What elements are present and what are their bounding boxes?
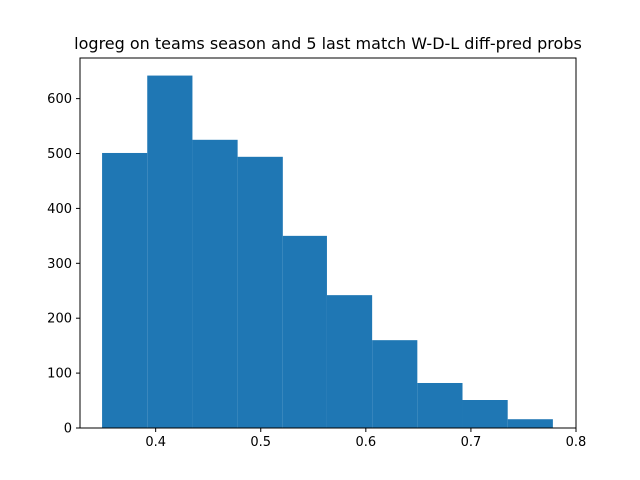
histogram-bar-3 [237,156,283,428]
histogram-bar-9 [507,419,553,428]
y-tick-label: 400 [47,202,72,217]
histogram-bar-1 [147,75,193,428]
histogram-bar-0 [102,152,148,428]
histogram-bar-4 [282,235,327,428]
bars-layer [102,75,553,429]
x-tick-label: 0.4 [145,435,166,450]
y-tick-label: 300 [47,257,72,272]
y-tick-label: 0 [64,422,72,437]
axes-layer: 0.4 0.5 0.6 0.7 0.8 0 100 200 300 400 500 600 [47,57,587,450]
histogram-bar-6 [372,340,418,428]
histogram-bar-2 [192,139,238,429]
x-tick-label: 0.7 [461,435,482,450]
x-tick-label: 0.5 [250,435,271,450]
plot-frame [79,57,577,429]
y-tick-label: 600 [47,92,72,107]
y-tick-label: 500 [47,147,72,162]
y-tick-label: 200 [47,312,72,327]
chart-title: logreg on teams season and 5 last match … [74,34,582,53]
histogram-bar-5 [326,295,373,428]
x-tick-label: 0.6 [355,435,376,450]
histogram-bar-7 [417,382,463,428]
x-tick-label: 0.8 [566,435,587,450]
histogram-bar-8 [462,400,508,428]
y-tick-label: 100 [47,367,72,382]
